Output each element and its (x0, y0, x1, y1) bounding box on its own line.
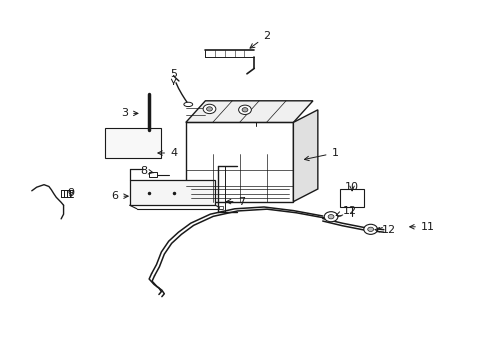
Circle shape (242, 108, 247, 112)
Text: 3: 3 (121, 108, 138, 118)
Text: 8: 8 (141, 166, 153, 176)
Circle shape (206, 107, 212, 111)
Bar (185, 122, 293, 202)
Text: 12: 12 (335, 206, 356, 216)
Circle shape (324, 212, 337, 222)
Text: 5: 5 (170, 69, 177, 84)
Text: 1: 1 (304, 148, 338, 161)
Circle shape (363, 224, 377, 234)
Text: 9: 9 (67, 188, 74, 198)
Text: 2: 2 (249, 31, 269, 48)
Polygon shape (185, 101, 312, 122)
Polygon shape (293, 110, 317, 202)
Text: 6: 6 (111, 191, 128, 201)
Text: 4: 4 (158, 148, 177, 158)
Text: 12: 12 (374, 225, 395, 235)
Bar (218, 206, 223, 209)
Circle shape (203, 104, 215, 114)
Text: 10: 10 (345, 182, 358, 192)
Circle shape (238, 105, 251, 114)
Bar (339, 189, 364, 207)
Circle shape (327, 215, 333, 219)
Text: 7: 7 (226, 197, 245, 207)
FancyBboxPatch shape (129, 180, 215, 205)
Circle shape (367, 227, 373, 231)
Text: 11: 11 (409, 222, 434, 232)
Bar (105, 128, 161, 158)
Bar (149, 172, 157, 177)
Ellipse shape (183, 102, 192, 107)
